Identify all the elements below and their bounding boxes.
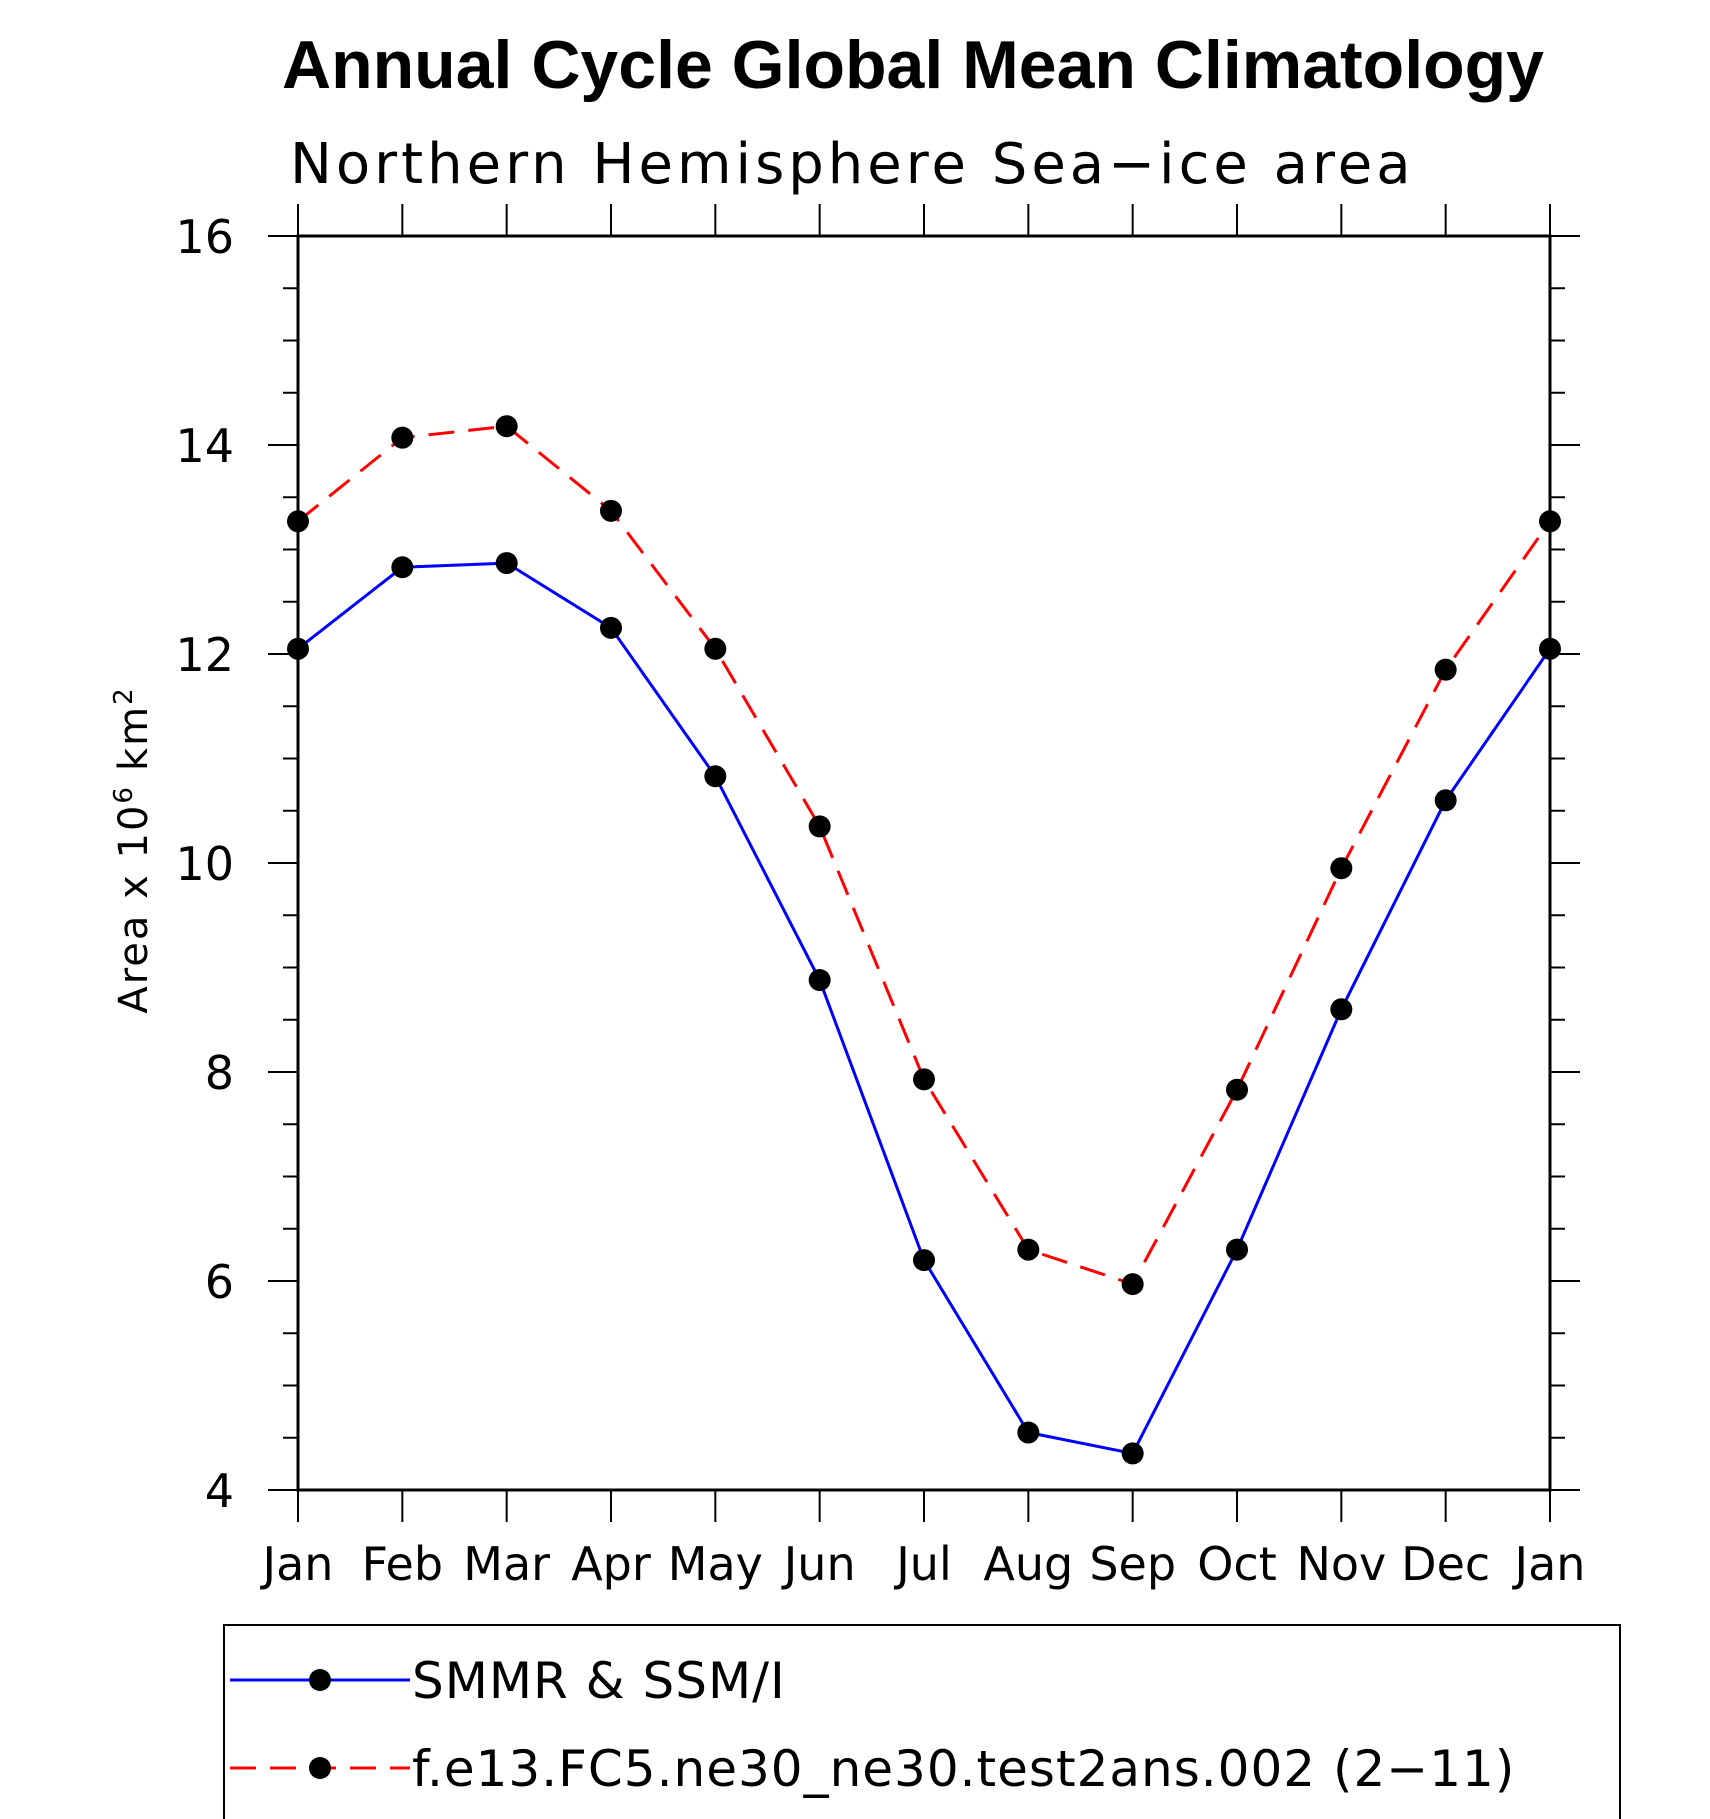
data-point <box>808 969 831 992</box>
legend-marker <box>309 1757 331 1779</box>
legend: SMMR & SSM/I f.e13.FC5.ne30_ne30.test2ans… <box>223 1624 1621 1819</box>
data-point <box>287 510 309 533</box>
data-point <box>495 552 518 575</box>
y-tick-label: 8 <box>205 1046 234 1100</box>
legend-entries: SMMR & SSM/I f.e13.FC5.ne30_ne30.test2ans… <box>230 1652 1515 1798</box>
x-tick-label: May <box>668 1537 763 1591</box>
data-point <box>1017 1421 1040 1444</box>
data-point <box>1226 1078 1248 1101</box>
y-axis-label-exponent: 6 <box>109 785 139 804</box>
data-point <box>1434 658 1457 681</box>
x-tick-label: Jul <box>893 1537 952 1591</box>
y-tick-label: 14 <box>175 419 234 473</box>
data-point <box>391 556 414 579</box>
y-tick-label: 10 <box>175 837 234 891</box>
x-tick-label: Oct <box>1197 1537 1277 1591</box>
x-tick-label: Jun <box>781 1537 856 1591</box>
y-axis-label-unit-exponent: 2 <box>109 686 139 705</box>
data-point <box>913 1249 935 1272</box>
chart-subtitle: Northern Hemisphere Sea−ice area <box>290 132 1415 197</box>
y-axis-title: Area x 106 km2 <box>109 686 157 1013</box>
data-point <box>1121 1442 1144 1465</box>
data-point <box>913 1068 935 1091</box>
legend-label: SMMR & SSM/I <box>412 1652 786 1710</box>
y-axis-label-unit: km <box>111 705 157 771</box>
data-point <box>1017 1238 1040 1261</box>
x-tick-label: Feb <box>362 1537 443 1591</box>
x-tick-label: Dec <box>1401 1537 1490 1591</box>
data-point <box>704 637 727 660</box>
data-point <box>1539 510 1561 533</box>
x-tick-label: Mar <box>463 1537 550 1591</box>
data-point <box>600 616 622 639</box>
plot-frame <box>296 234 1552 1492</box>
data-point <box>600 499 622 522</box>
data-point <box>1539 637 1561 660</box>
data-point <box>1226 1238 1248 1261</box>
legend-label: f.e13.FC5.ne30_ne30.test2ans.002 (2−11) <box>412 1740 1515 1798</box>
data-point <box>1434 789 1457 812</box>
legend-box <box>223 1624 1621 1819</box>
data-point <box>287 637 309 660</box>
x-tick-label: Jan <box>1512 1537 1586 1591</box>
x-tick-label: Apr <box>571 1537 651 1591</box>
data-point <box>704 765 727 788</box>
y-axis-label: Area x 106 km2 <box>109 686 157 1013</box>
data-point <box>1121 1273 1144 1296</box>
x-tick-label: Sep <box>1089 1537 1176 1591</box>
data-point <box>1330 998 1353 1021</box>
y-tick-label: 12 <box>175 628 234 682</box>
y-axis-label-text: Area x 10 <box>111 804 157 1014</box>
y-tick-label: 6 <box>205 1255 234 1309</box>
legend-marker <box>309 1669 331 1691</box>
data-point <box>391 426 414 449</box>
series-line <box>297 424 1552 1286</box>
axes: 4 6 8 10 12 14 16 Jan Feb Mar Apr May Jun Jul Aug Sep Oc… <box>175 204 1585 1591</box>
x-tick-label: Jan <box>260 1537 334 1591</box>
y-tick-label: 4 <box>205 1464 234 1518</box>
x-tick-label: Aug <box>983 1537 1073 1591</box>
data-point <box>1330 857 1353 880</box>
chart-title: Annual Cycle Global Mean Climatology <box>282 27 1544 103</box>
series-layer <box>287 415 1561 1465</box>
x-tick-label: Nov <box>1296 1537 1386 1591</box>
data-point <box>808 815 831 838</box>
series-line <box>297 561 1552 1456</box>
data-point <box>495 415 518 438</box>
y-tick-label: 16 <box>175 210 234 264</box>
